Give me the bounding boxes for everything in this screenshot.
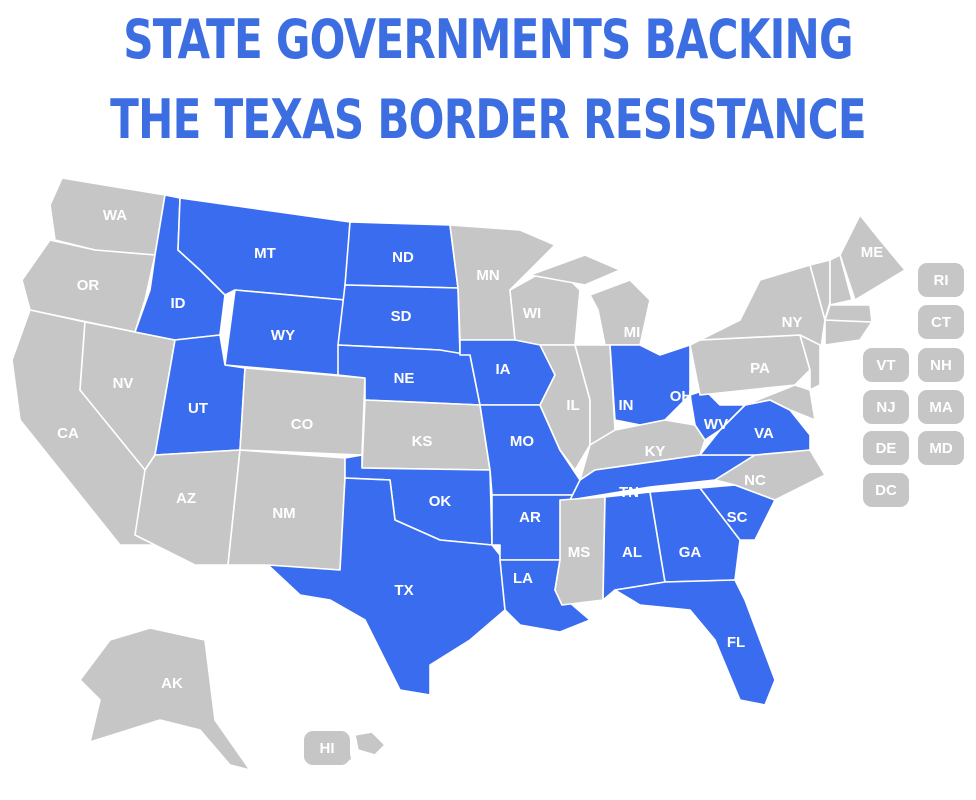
state-label: ND (392, 249, 414, 266)
state-shape (267, 477, 506, 696)
state-tx (267, 477, 506, 696)
state-label: WV (704, 416, 728, 433)
state-ak (79, 627, 251, 771)
state-shape (79, 627, 251, 771)
state-label: UT (188, 400, 208, 417)
state-shape (839, 214, 906, 301)
state-label: NC (744, 472, 766, 489)
state-label: TN (619, 484, 639, 501)
state-label: DC (875, 482, 897, 499)
state-label: IN (619, 397, 634, 414)
title-line-2: THE TEXAS BORDER RESISTANCE (110, 88, 866, 151)
state-ma (824, 304, 873, 323)
state-label: WA (103, 207, 127, 224)
state-shape (799, 334, 821, 391)
state-shape (354, 731, 386, 756)
state-box-vt (863, 348, 909, 382)
state-box-nh (918, 348, 964, 382)
state-fl (614, 579, 776, 706)
state-label: WY (271, 327, 295, 344)
state-box-ri (918, 263, 964, 297)
state-shape (824, 304, 873, 323)
state-md (744, 384, 816, 421)
state-co (239, 367, 366, 456)
state-shape (134, 449, 241, 566)
state-shape (744, 384, 816, 421)
state-label: IA (496, 361, 511, 378)
state-box-ma (918, 390, 964, 424)
state-label: RI (934, 272, 949, 289)
state-box-dc (863, 473, 909, 507)
state-label: FL (727, 634, 745, 651)
state-me (839, 214, 906, 301)
state-label: GA (679, 544, 702, 561)
state-ct (824, 319, 873, 346)
state-nj (799, 334, 821, 391)
state-label: VA (754, 425, 774, 442)
state-shape (699, 484, 776, 541)
state-label: NV (113, 375, 134, 392)
state-label: CT (931, 314, 951, 331)
state-box-de (863, 431, 909, 465)
state-label: KY (645, 443, 666, 460)
state-label: MD (929, 440, 952, 457)
state-shape (614, 579, 776, 706)
state-mi (529, 254, 651, 346)
state-label: MI (624, 324, 641, 341)
state-label: SD (391, 308, 412, 325)
state-label: TX (394, 582, 413, 599)
state-label: LA (513, 570, 533, 587)
state-az (134, 449, 241, 566)
state-label: OK (429, 493, 452, 510)
state-box-md (918, 431, 964, 465)
state-label: VT (876, 357, 895, 374)
state-box-nj (863, 390, 909, 424)
state-label: MS (568, 544, 591, 561)
state-label: ME (861, 244, 884, 261)
state-label: MA (929, 399, 952, 416)
state-label: IL (566, 397, 579, 414)
state-label: NE (394, 370, 415, 387)
state-label: SC (727, 509, 748, 526)
state-label: NH (930, 357, 952, 374)
state-label: HI (320, 740, 335, 757)
state-shape (589, 279, 651, 346)
state-box-hi (304, 731, 350, 765)
state-box-ct (918, 305, 964, 339)
state-shape (239, 367, 366, 456)
state-label: AL (622, 544, 642, 561)
state-nh (829, 254, 853, 306)
state-label: AZ (176, 490, 196, 507)
state-label: MT (254, 245, 276, 262)
state-label: CO (291, 416, 314, 433)
state-label: MN (476, 267, 499, 284)
state-label: KS (412, 433, 433, 450)
state-label: OR (77, 277, 100, 294)
state-label: AK (161, 675, 183, 692)
state-label: NY (782, 314, 803, 331)
state-shape (529, 254, 621, 286)
state-label: MO (510, 433, 534, 450)
state-label: ID (171, 295, 186, 312)
state-shape (829, 254, 853, 306)
state-label: NJ (876, 399, 895, 416)
state-label: PA (750, 360, 770, 377)
state-label: WI (523, 305, 541, 322)
state-shape (824, 319, 873, 346)
title-line-1: STATE GOVERNMENTS BACKING (123, 8, 853, 71)
state-sc (699, 484, 776, 541)
state-label: AR (519, 509, 541, 526)
state-label: NM (272, 505, 295, 522)
state-label: OH (670, 388, 693, 405)
state-label: DE (876, 440, 897, 457)
state-label: CA (57, 425, 79, 442)
